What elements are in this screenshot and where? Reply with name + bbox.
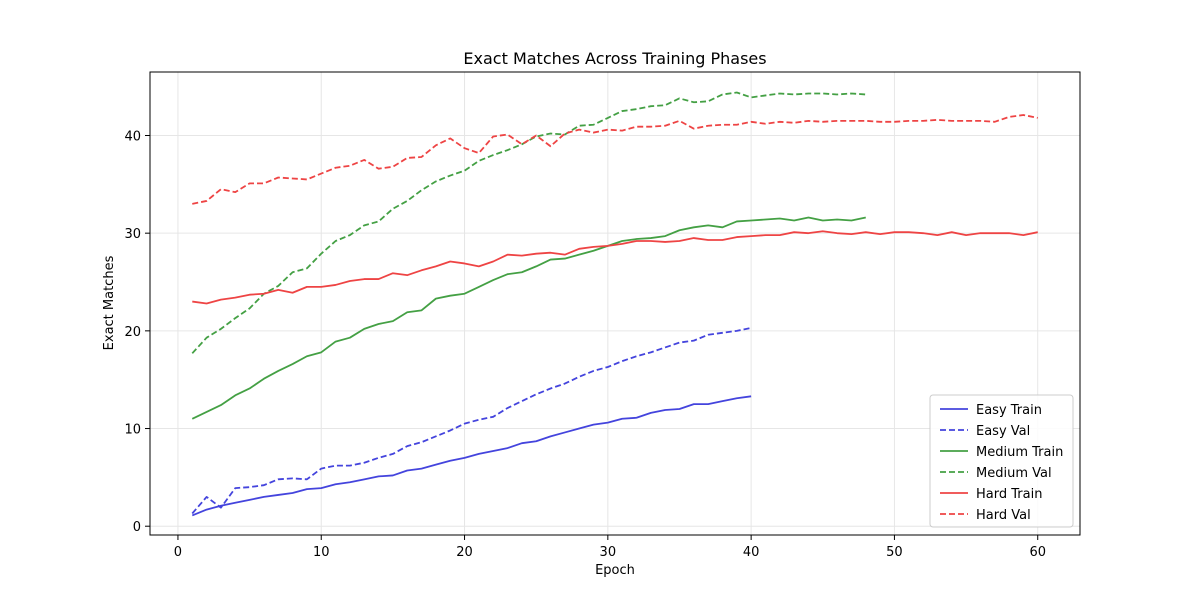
- y-tick-label: 10: [124, 423, 141, 438]
- legend-label-hard-train: Hard Train: [976, 487, 1042, 502]
- series-line-easy-val: [191, 327, 752, 515]
- x-tick-label: 50: [886, 545, 903, 560]
- x-axis-label: Epoch: [595, 563, 635, 578]
- plot-frame: [149, 71, 1081, 536]
- y-axis-label: Exact Matches: [102, 255, 117, 350]
- legend: Easy Train Easy Val Medium Train Medium Val…: [929, 394, 1074, 528]
- legend-label-medium-val: Medium Val: [976, 466, 1052, 481]
- series-line-medium-train: [191, 216, 866, 420]
- series-line-hard-val: [192, 114, 1038, 205]
- y-tick-label: 20: [124, 325, 141, 340]
- legend-label-medium-train: Medium Train: [976, 445, 1063, 460]
- legend-box: [929, 394, 1074, 528]
- x-axis-ticks: 0 10 20 30 40 50 60: [174, 535, 1046, 560]
- legend-label-hard-val: Hard Val: [976, 508, 1031, 523]
- x-tick-label: 0: [174, 545, 182, 560]
- y-tick-label: 30: [124, 227, 141, 242]
- series-line-easy-train: [191, 395, 752, 517]
- series-line-medium-val: [191, 91, 866, 354]
- x-tick-label: 10: [313, 545, 330, 560]
- y-tick-label: 40: [124, 129, 141, 144]
- x-tick-label: 40: [743, 545, 760, 560]
- legend-label-easy-val: Easy Val: [976, 424, 1030, 439]
- legend-label-easy-train: Easy Train: [976, 403, 1042, 418]
- x-tick-label: 30: [600, 545, 617, 560]
- chart-title: Exact Matches Across Training Phases: [463, 49, 766, 68]
- y-tick-label: 0: [133, 520, 141, 535]
- y-axis-ticks: 0 10 20 30 40: [124, 129, 150, 535]
- x-tick-label: 60: [1029, 545, 1046, 560]
- x-tick-label: 20: [456, 545, 473, 560]
- series-line-hard-train: [192, 230, 1038, 305]
- series-layer: [191, 91, 1038, 517]
